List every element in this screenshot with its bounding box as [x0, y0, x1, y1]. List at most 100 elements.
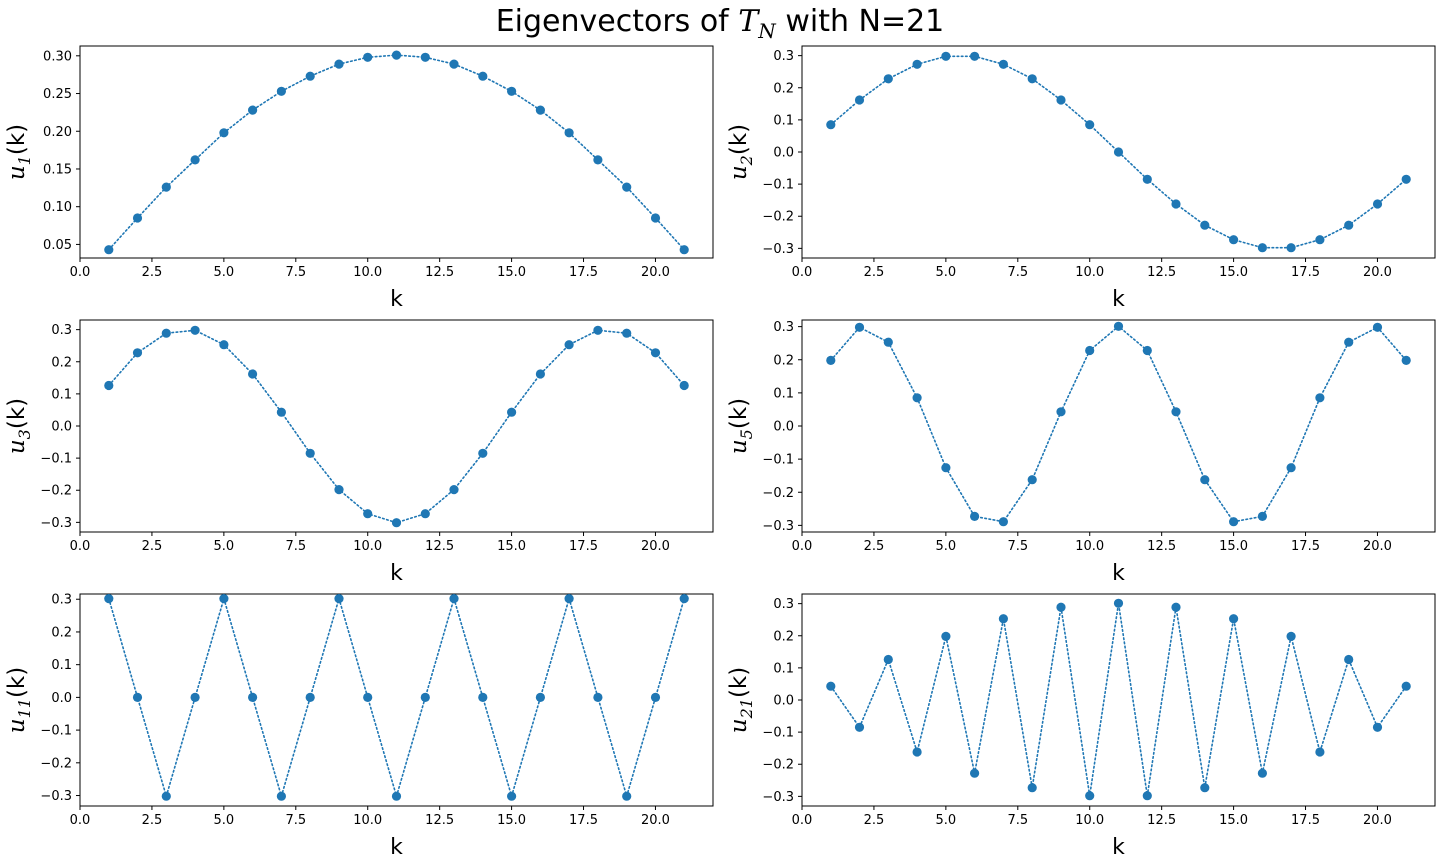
- data-point: [248, 105, 258, 115]
- data-point: [826, 120, 836, 130]
- y-label-symbol: u: [726, 439, 752, 454]
- axes-frame: [801, 319, 1436, 533]
- y-label-suffix: (k): [726, 667, 752, 698]
- x-tick-label: 17.5: [1291, 539, 1320, 554]
- x-tick-label: 15.0: [497, 813, 526, 828]
- data-point: [104, 245, 114, 255]
- data-point: [912, 747, 922, 757]
- data-point: [564, 594, 574, 604]
- x-tick-label: 12.5: [1147, 265, 1176, 280]
- y-tick-label: 0.20: [43, 125, 72, 140]
- x-tick-label: 0.0: [70, 813, 91, 828]
- x-tick-label: 12.5: [1147, 813, 1176, 828]
- y-tick-label: −0.1: [762, 178, 794, 193]
- y-label-subscript: 11: [15, 698, 34, 718]
- data-point: [854, 322, 865, 332]
- x-axis-label: k: [1112, 561, 1125, 586]
- data-point: [1229, 517, 1239, 527]
- x-tick-label: 17.5: [569, 265, 598, 280]
- y-tick-label: 0.05: [43, 238, 72, 253]
- data-point: [1056, 602, 1066, 612]
- y-tick-label: −0.3: [40, 516, 72, 531]
- y-axis-label: u11(k): [4, 667, 34, 733]
- data-point: [334, 59, 344, 69]
- title-prefix: Eigenvectors of: [495, 4, 739, 39]
- y-tick-label: −0.2: [40, 756, 72, 771]
- data-point: [1344, 220, 1354, 230]
- y-axis-label: u21(k): [726, 667, 756, 733]
- x-axis-label: k: [390, 835, 403, 860]
- x-tick-label: 5.0: [936, 265, 957, 280]
- y-tick-label: 0.0: [773, 146, 794, 161]
- data-point: [132, 348, 143, 358]
- data-point: [1344, 654, 1354, 665]
- x-tick-label: 7.5: [285, 813, 306, 828]
- y-tick-label: 0.1: [51, 658, 72, 673]
- data-point: [941, 631, 951, 642]
- data-point: [161, 791, 171, 801]
- x-tick-label: 10.0: [1075, 265, 1104, 280]
- y-tick-label: 0.1: [773, 386, 794, 401]
- data-point: [305, 71, 315, 81]
- data-point: [1315, 747, 1325, 757]
- x-tick-label: 20.0: [641, 265, 670, 280]
- y-label-subscript: 2: [737, 155, 756, 166]
- series-line: [108, 329, 686, 524]
- data-point: [883, 337, 893, 347]
- y-tick-label: 0.3: [51, 593, 72, 608]
- title-subscript: N: [758, 19, 776, 43]
- x-tick-label: 10.0: [353, 813, 382, 828]
- y-label-symbol: u: [726, 165, 752, 180]
- data-point: [190, 692, 200, 703]
- data-point: [391, 518, 402, 528]
- y-label-suffix: (k): [726, 398, 752, 429]
- data-point: [854, 722, 865, 732]
- data-point: [248, 692, 258, 703]
- data-point: [1142, 345, 1152, 356]
- subplot-u2: 0.0 2.5 5.0 7.5 10.0 12.5 15.0 17.5 20.0−0.3−0.2…: [726, 45, 1436, 312]
- y-tick-label: −0.2: [40, 484, 72, 499]
- x-tick-label: 7.5: [1007, 813, 1028, 828]
- y-tick-label: −0.1: [762, 453, 794, 468]
- x-tick-label: 12.5: [1147, 539, 1176, 554]
- data-point: [564, 340, 574, 350]
- series-line: [829, 603, 1407, 796]
- y-axis-label: u3(k): [4, 398, 34, 454]
- y-tick-label: 0.2: [51, 625, 72, 640]
- data-point: [161, 328, 171, 338]
- x-tick-label: 17.5: [569, 813, 598, 828]
- x-tick-label: 7.5: [285, 265, 306, 280]
- data-point: [883, 654, 893, 665]
- data-point: [1315, 235, 1325, 245]
- x-tick-label: 0.0: [70, 265, 91, 280]
- data-point: [478, 692, 488, 703]
- x-tick-label: 15.0: [497, 265, 526, 280]
- x-tick-label: 20.0: [1363, 265, 1392, 280]
- x-tick-label: 2.5: [864, 539, 885, 554]
- data-point: [363, 509, 373, 519]
- x-tick-label: 12.5: [425, 265, 454, 280]
- x-tick-label: 0.0: [792, 539, 813, 554]
- y-tick-label: 0.1: [51, 387, 72, 402]
- y-label-symbol: u: [726, 718, 752, 733]
- x-tick-label: 7.5: [285, 539, 306, 554]
- data-point: [1056, 407, 1066, 417]
- data-point: [248, 369, 258, 379]
- data-point: [1056, 95, 1066, 105]
- data-point: [420, 692, 430, 703]
- data-point: [650, 213, 661, 223]
- data-point: [1372, 722, 1383, 732]
- y-tick-label: 0.3: [773, 597, 794, 612]
- data-point: [1171, 407, 1181, 417]
- data-point: [132, 692, 143, 703]
- data-point: [161, 182, 171, 192]
- x-tick-label: 15.0: [1219, 265, 1248, 280]
- data-point: [1200, 783, 1210, 793]
- data-point: [1286, 631, 1296, 642]
- y-label-suffix: (k): [4, 667, 30, 698]
- series-line: [829, 325, 1407, 523]
- data-point: [622, 791, 632, 801]
- data-point: [1401, 174, 1411, 184]
- data-point: [334, 485, 344, 495]
- y-tick-label: 0.15: [43, 162, 72, 177]
